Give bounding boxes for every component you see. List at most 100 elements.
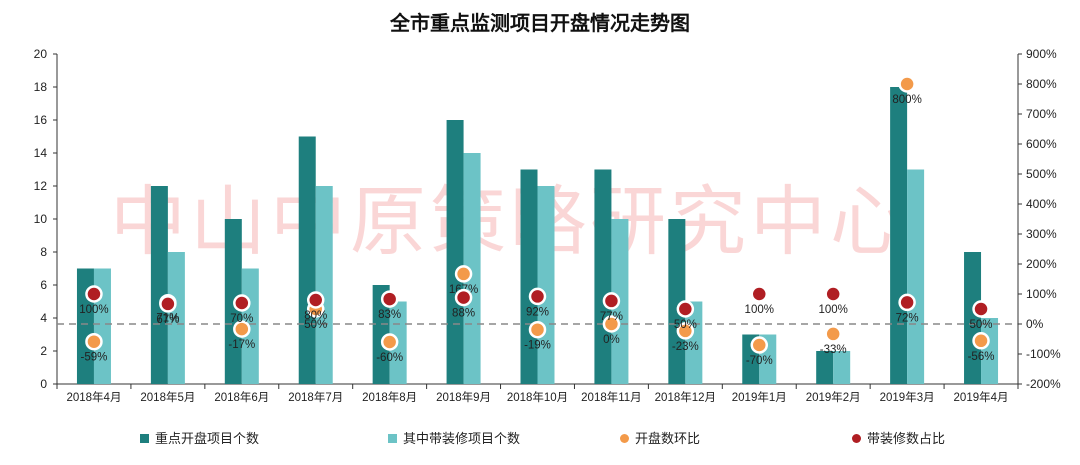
y-right-tick-label: 500% xyxy=(1026,167,1057,181)
y-left-tick-label: 14 xyxy=(34,146,48,160)
data-label: 92% xyxy=(526,306,549,318)
y-left-tick-label: 8 xyxy=(40,245,47,259)
data-label: 0% xyxy=(603,334,620,346)
data-label: 67% xyxy=(156,314,179,326)
data-label: -23% xyxy=(672,341,699,353)
bar xyxy=(150,186,168,384)
chart-title: 全市重点监测项目开盘情况走势图 xyxy=(389,11,690,35)
marker-point xyxy=(750,336,769,354)
y-left-tick-label: 6 xyxy=(40,278,47,292)
legend-label: 带装修数占比 xyxy=(867,431,945,446)
bar xyxy=(668,219,686,384)
bar xyxy=(890,87,908,384)
marker-point xyxy=(306,291,325,309)
bar xyxy=(315,186,333,384)
watermark-text: 中山中原策略研究中心 xyxy=(110,180,910,265)
data-label: -33% xyxy=(820,344,847,356)
y-left-tick-label: 2 xyxy=(40,344,47,358)
marker-point xyxy=(676,300,695,318)
legend-swatch xyxy=(388,434,397,443)
marker-point xyxy=(528,320,547,339)
marker-point xyxy=(380,333,399,351)
y-right-tick-label: 300% xyxy=(1026,227,1057,241)
y-right-tick-label: 700% xyxy=(1026,107,1057,121)
x-tick-label: 2018年7月 xyxy=(288,390,343,404)
data-label: 50% xyxy=(970,319,993,331)
marker-point xyxy=(972,300,990,318)
x-tick-label: 2018年4月 xyxy=(66,390,121,404)
x-tick-label: 2019年1月 xyxy=(732,390,787,404)
y-right-tick-label: 400% xyxy=(1026,197,1057,211)
x-tick-label: 2018年9月 xyxy=(436,390,491,404)
y-right-tick-label: 0% xyxy=(1026,317,1044,331)
bar xyxy=(964,252,982,384)
data-label: 800% xyxy=(892,94,921,106)
bar xyxy=(298,136,316,384)
data-label: -17% xyxy=(228,339,255,351)
data-label: 88% xyxy=(452,308,475,320)
marker-point xyxy=(85,332,103,351)
y-right-tick-label: 600% xyxy=(1026,137,1057,151)
marker-point xyxy=(528,287,547,306)
y-left-tick-label: 10 xyxy=(34,212,48,226)
marker-point xyxy=(824,325,842,343)
marker-point xyxy=(380,290,399,308)
y-right-tick-label: 800% xyxy=(1026,77,1057,91)
marker-point xyxy=(454,288,473,307)
legend-label: 重点开盘项目个数 xyxy=(155,431,259,446)
bar xyxy=(372,285,390,384)
marker-point xyxy=(85,285,103,303)
plot-area: 0 2 4 6 8 10 12 14 16 18 20 -200% -100% 0% 100% 200% 300… xyxy=(34,47,1061,404)
data-label: 100% xyxy=(745,304,774,316)
data-label: 80% xyxy=(304,310,327,322)
y-left-tick-label: 16 xyxy=(34,113,48,127)
data-label: 100% xyxy=(79,304,108,316)
bar xyxy=(685,301,703,384)
data-label: 70% xyxy=(230,313,253,325)
marker-point xyxy=(676,322,695,340)
data-label: 72% xyxy=(896,312,919,324)
y-right-tick-label: 100% xyxy=(1026,287,1057,301)
data-label: -56% xyxy=(968,351,995,363)
marker-point xyxy=(898,293,916,312)
data-label: 50% xyxy=(304,319,327,331)
bar xyxy=(463,153,481,384)
x-tick-label: 2018年6月 xyxy=(214,390,269,404)
x-tick-label: 2018年10月 xyxy=(507,390,568,404)
x-tick-label: 2018年11月 xyxy=(581,390,642,404)
x-tick-label: 2018年5月 xyxy=(140,390,195,404)
bar xyxy=(520,169,538,384)
legend-label: 其中带装修项目个数 xyxy=(403,431,520,446)
data-label: 100% xyxy=(818,304,847,316)
bar xyxy=(537,186,555,384)
data-label: 77% xyxy=(600,311,623,323)
x-tick-label: 2019年4月 xyxy=(954,390,1009,404)
marker-point xyxy=(602,315,621,333)
marker-point xyxy=(159,295,177,313)
marker-point xyxy=(898,75,916,93)
data-label: -19% xyxy=(524,340,551,352)
y-right-tick-label: 900% xyxy=(1026,47,1057,61)
y-left-tick-label: 18 xyxy=(34,80,48,94)
data-label: 83% xyxy=(378,309,401,321)
marker-point xyxy=(972,332,990,350)
y-left-tick-label: 12 xyxy=(34,179,48,193)
legend-swatch xyxy=(852,434,861,443)
x-tick-label: 2019年2月 xyxy=(806,390,861,404)
legend-swatch xyxy=(620,434,629,443)
bar xyxy=(907,169,925,384)
y-left-tick-label: 20 xyxy=(34,47,48,61)
marker-point xyxy=(454,265,473,283)
marker-point xyxy=(824,285,842,303)
y-right-tick-label: -100% xyxy=(1026,347,1061,361)
legend-label: 开盘数环比 xyxy=(635,431,700,446)
bar xyxy=(594,169,612,384)
marker-point xyxy=(602,292,621,310)
bar xyxy=(167,252,185,384)
x-tick-label: 2018年8月 xyxy=(362,390,417,404)
x-tick-label: 2018年12月 xyxy=(655,390,716,404)
y-left-tick-label: 0 xyxy=(40,377,47,391)
marker-point xyxy=(750,285,769,303)
